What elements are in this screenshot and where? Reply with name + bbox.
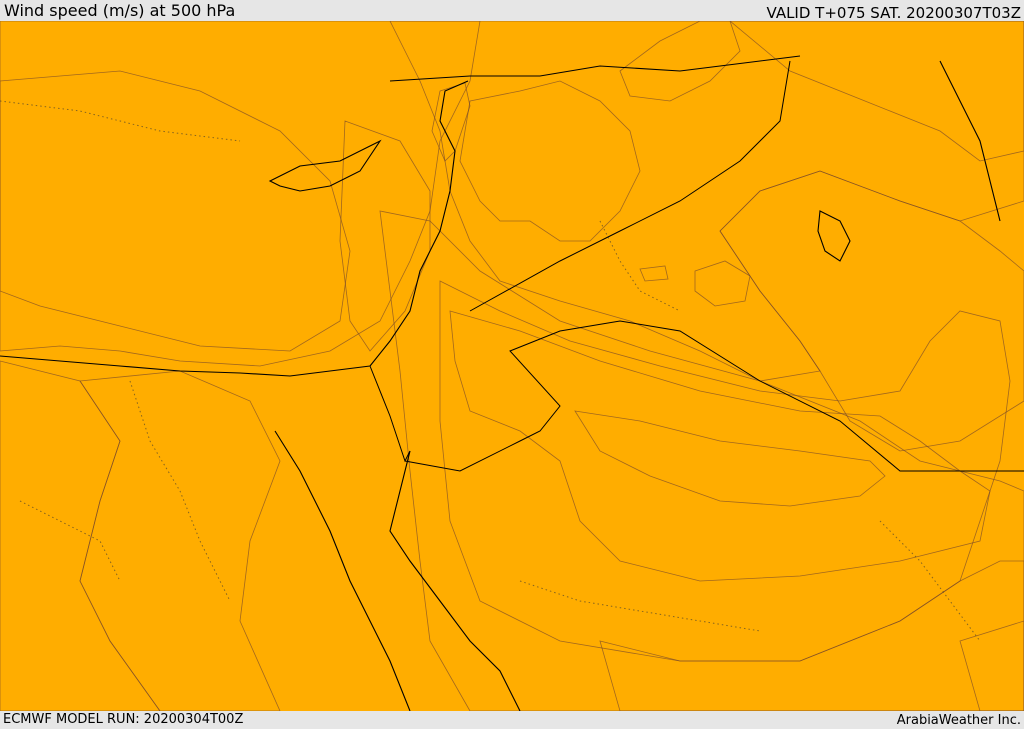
coastline-red-sea-east bbox=[389, 450, 521, 711]
footer-bar: ECMWF MODEL RUN: 20200304T00Z ArabiaWeat… bbox=[0, 711, 1024, 729]
band-amber-southeast bbox=[599, 560, 1024, 711]
band-lightgold-northeast bbox=[729, 21, 1024, 162]
band-gold-gulf bbox=[719, 170, 1024, 452]
band-gold-corner bbox=[959, 620, 1024, 711]
model-run-label: ECMWF MODEL RUN: 20200304T00Z bbox=[3, 712, 244, 727]
admin-line-1 bbox=[0, 100, 241, 142]
coastline-north-africa bbox=[0, 355, 371, 377]
band-beige-iraq bbox=[694, 260, 751, 307]
border-egypt-israel bbox=[369, 365, 411, 463]
wind-speed-map bbox=[0, 21, 1024, 711]
valid-time: VALID T+075 SAT. 20200307T03Z bbox=[766, 4, 1021, 22]
coastline-kuwait bbox=[817, 210, 851, 262]
header-bar: Wind speed (m/s) at 500 hPa VALID T+075 … bbox=[0, 0, 1024, 21]
border-iraq-saudi bbox=[469, 60, 791, 312]
coastline-gulf-north bbox=[939, 60, 1001, 222]
credit-label: ArabiaWeather Inc. bbox=[896, 713, 1021, 728]
band-gold-egypt bbox=[79, 370, 281, 711]
band-gold-west bbox=[0, 21, 481, 367]
admin-line-2 bbox=[129, 380, 231, 602]
band-darkorange-jet bbox=[439, 280, 1011, 662]
band-beige-north bbox=[619, 21, 741, 102]
band-orange-levant bbox=[339, 120, 431, 352]
band-redorange-jet bbox=[449, 310, 991, 582]
coastline-red-sea-west bbox=[274, 430, 411, 711]
wind-speed-map-graphic bbox=[0, 21, 1024, 711]
coastline-levant bbox=[369, 80, 469, 367]
map-title: Wind speed (m/s) at 500 hPa bbox=[4, 1, 236, 20]
band-red-jet-core bbox=[574, 410, 886, 507]
border-saudi-north bbox=[404, 320, 1024, 472]
band-amber-base bbox=[0, 21, 1024, 711]
band-beige-syria bbox=[459, 80, 641, 242]
band-amber-med bbox=[0, 70, 351, 352]
coastline-cyprus bbox=[268, 139, 382, 192]
band-beige-patch bbox=[639, 265, 669, 282]
border-turkey-syria bbox=[389, 55, 801, 82]
admin-line-5 bbox=[879, 520, 981, 642]
